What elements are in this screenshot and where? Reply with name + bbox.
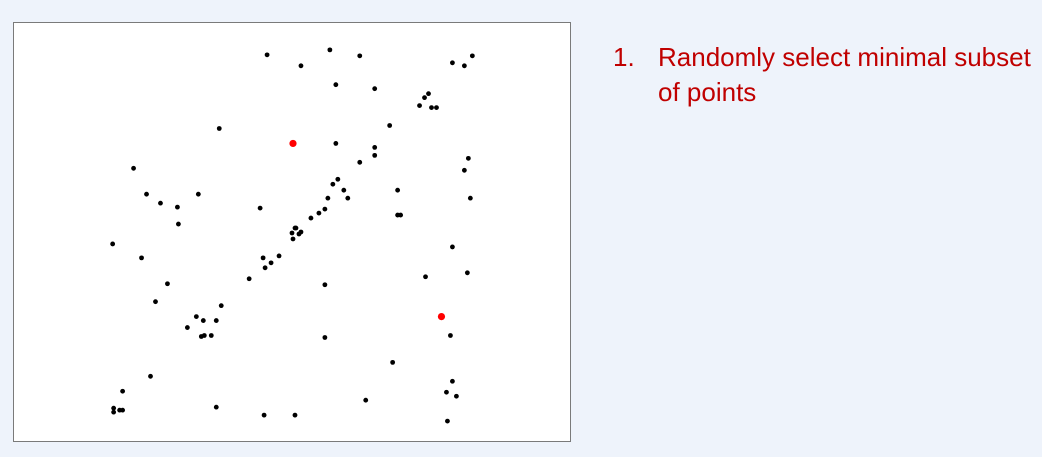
data-point <box>276 253 282 259</box>
data-point <box>139 255 144 261</box>
data-point <box>395 212 401 218</box>
data-point <box>292 412 298 418</box>
data-point <box>450 378 455 384</box>
data-point <box>184 325 190 330</box>
data-point <box>175 204 180 210</box>
data-point <box>193 314 199 319</box>
data-point <box>461 167 467 173</box>
scatter-plot <box>110 47 475 424</box>
data-point <box>335 176 341 182</box>
data-point <box>467 195 473 201</box>
data-point <box>461 63 467 69</box>
data-point <box>345 195 351 201</box>
data-point <box>213 404 219 410</box>
step-number: 1. <box>613 42 635 72</box>
data-point <box>120 407 126 413</box>
data-point <box>176 221 181 227</box>
data-point <box>110 241 116 247</box>
data-point <box>434 105 439 110</box>
data-point <box>454 393 459 399</box>
data-point <box>208 333 214 338</box>
data-point <box>246 276 252 282</box>
data-point <box>423 274 428 280</box>
data-point <box>261 412 267 418</box>
data-point <box>357 53 363 59</box>
data-point <box>357 159 363 165</box>
scatter-plot-frame <box>13 22 571 442</box>
data-point <box>387 123 393 128</box>
step-item: 1. Randomly select minimal subset of poi… <box>613 40 1038 110</box>
data-point <box>333 82 339 88</box>
data-point <box>395 187 401 193</box>
data-point <box>341 187 347 193</box>
data-point <box>464 270 470 276</box>
data-point <box>148 373 153 379</box>
data-point <box>262 265 268 271</box>
data-point <box>111 409 117 415</box>
step-list: 1. Randomly select minimal subset of poi… <box>613 40 1038 110</box>
data-point <box>327 47 333 53</box>
data-point <box>465 155 471 161</box>
data-point <box>450 244 455 250</box>
data-point <box>330 181 336 187</box>
data-point <box>131 165 136 171</box>
data-point <box>111 405 117 411</box>
data-point <box>417 103 422 109</box>
data-point <box>322 335 328 340</box>
data-point <box>469 53 475 59</box>
data-point <box>444 389 449 395</box>
data-point <box>426 91 431 97</box>
data-point <box>298 63 304 69</box>
data-point <box>201 333 207 338</box>
data-point <box>257 205 263 211</box>
data-point <box>316 210 322 216</box>
data-point <box>322 282 328 288</box>
data-point <box>363 397 369 403</box>
data-point <box>429 105 434 110</box>
data-point <box>372 86 378 92</box>
data-point <box>325 195 331 201</box>
data-point <box>333 141 339 146</box>
data-point <box>372 145 378 150</box>
data-point <box>264 52 270 58</box>
step-text: Randomly select minimal subset of points <box>658 42 1031 107</box>
data-point <box>165 281 170 287</box>
data-point <box>195 191 201 197</box>
selected-point <box>437 312 446 321</box>
selected-point <box>289 139 297 148</box>
data-point <box>372 152 378 158</box>
data-point <box>200 318 206 323</box>
data-point <box>120 388 126 394</box>
data-point <box>390 359 396 365</box>
data-point <box>445 418 450 424</box>
data-point <box>289 230 295 236</box>
data-point <box>322 206 328 212</box>
data-point <box>422 95 427 101</box>
data-point <box>153 299 158 305</box>
data-point <box>298 229 304 235</box>
data-point <box>292 225 298 231</box>
data-point <box>450 60 455 66</box>
data-point <box>218 303 224 309</box>
data-point <box>144 191 149 197</box>
data-point <box>260 255 266 261</box>
data-point <box>213 318 219 323</box>
data-point <box>158 200 163 206</box>
data-point <box>448 333 453 338</box>
data-point <box>290 236 296 242</box>
data-point <box>216 126 222 131</box>
data-point <box>308 215 314 221</box>
data-point <box>268 260 274 266</box>
